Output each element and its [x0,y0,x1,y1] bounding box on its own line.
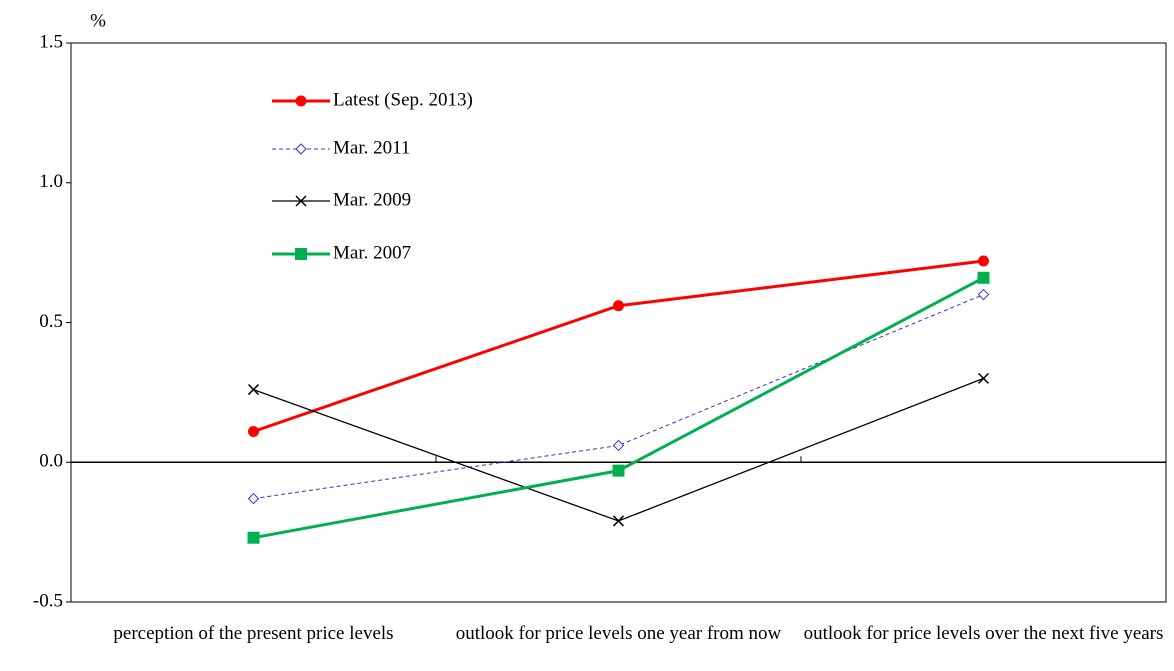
x-tick-label: outlook for price levels one year from n… [455,623,782,644]
y-tick-label: 1.5 [39,31,63,52]
series-line [253,259,984,433]
series-line [253,294,984,500]
point [248,426,259,438]
point [977,372,990,384]
point [295,195,307,207]
point [247,492,260,505]
y-tick-label: 0.5 [39,311,63,332]
point [295,95,307,107]
point [977,271,990,284]
point [247,531,260,544]
legend-label: Mar. 2011 [333,137,410,158]
plot-frame [70,42,1167,603]
y-tick-label: 1.0 [39,171,63,192]
x-tick-label: perception of the present price levels [113,623,394,644]
legend-label: Mar. 2009 [333,189,411,210]
legend-label: Latest (Sep. 2013) [333,89,473,110]
y-tick-label: -0.5 [33,590,63,611]
point [612,515,625,527]
point [295,143,307,155]
series-line [253,276,985,540]
x-tick-label: outlook for price levels over the next f… [803,623,1164,644]
point [612,464,625,477]
y-axis-label: % [90,10,106,31]
point [978,255,989,267]
point [295,248,307,260]
y-tick-label: 0.0 [39,451,63,472]
point [977,288,990,301]
legend-label: Mar. 2007 [333,242,411,263]
point [247,384,260,396]
point [612,439,625,452]
point [613,300,624,312]
